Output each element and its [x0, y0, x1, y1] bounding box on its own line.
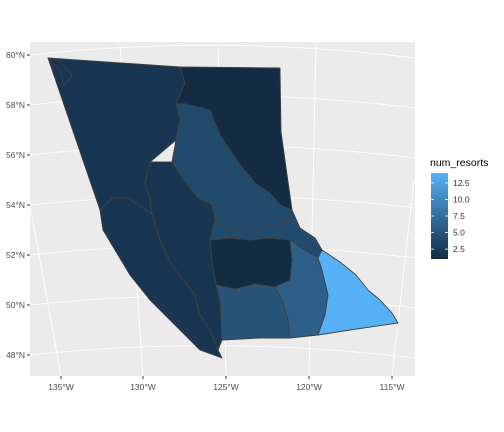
y-tick-label: 58°N [6, 100, 25, 110]
y-tick-label: 60°N [6, 50, 25, 60]
grid-line [29, 345, 416, 359]
y-tick-label: 52°N [6, 250, 25, 260]
legend: num_resorts 12.5 10.0 7.5 5.0 2.5 [430, 157, 488, 259]
x-tick-label: 115°W [380, 382, 405, 392]
region-coast-central [144, 161, 223, 351]
y-tick-label: 56°N [6, 150, 25, 160]
legend-tick-label: 12.5 [453, 178, 470, 188]
y-tick-label: 48°N [6, 350, 25, 360]
y-tick-label: 54°N [6, 200, 25, 210]
grid-line [391, 179, 415, 377]
x-tick-label: 135°W [48, 382, 74, 392]
y-tick-label: 50°N [6, 300, 25, 310]
legend-tick-label: 7.5 [453, 211, 465, 221]
x-tick-label: 120°W [296, 382, 322, 392]
regions-layer [47, 57, 399, 359]
grid-line [19, 149, 62, 377]
region-kootenay [317, 249, 399, 336]
y-axis: 60°N 58°N 56°N 54°N 52°N 50°N 48°N [6, 50, 30, 360]
legend-colorbar [431, 173, 448, 259]
legend-tick-label: 5.0 [453, 228, 465, 238]
region-cariboo-south [209, 237, 293, 290]
x-tick-label: 125°W [213, 382, 239, 392]
legend-tick-label: 2.5 [453, 244, 465, 254]
grid-line [29, 44, 416, 59]
x-axis: 135°W 130°W 125°W 120°W 115°W [48, 376, 404, 392]
legend-tick-label: 10.0 [453, 194, 470, 204]
legend-title: num_resorts [430, 157, 488, 169]
x-tick-label: 130°W [130, 382, 156, 392]
